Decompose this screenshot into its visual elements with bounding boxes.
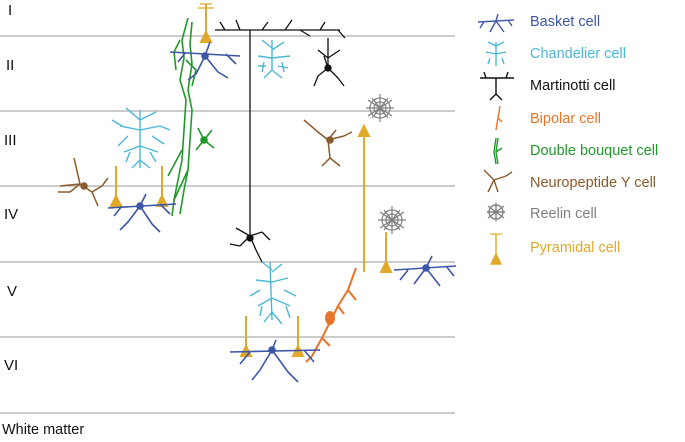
basket-cell-layer-II	[169, 41, 241, 81]
martinotti-cell-main	[215, 19, 346, 263]
martinotti-cell-small	[313, 38, 345, 87]
reelin-cell-layer-III	[366, 94, 394, 122]
basket-cell-icon	[477, 13, 515, 33]
chandelier-cell-layer-V	[249, 261, 297, 325]
legend-icons	[477, 13, 515, 265]
pyramidal-cell-layer-III-tall	[357, 123, 371, 272]
layer-boundaries	[0, 35, 455, 414]
pyramidal-cell-layer-IV-c	[379, 232, 393, 273]
reelin-cell-layer-IV	[378, 206, 406, 234]
reelin-cell-icon	[487, 203, 505, 221]
legend-label-martinotti-cell: Martinotti cell	[530, 78, 616, 94]
layer-label-III: III	[4, 132, 17, 149]
pyramidal-cells	[109, 3, 393, 357]
layer-label-II: II	[6, 57, 15, 74]
martinotti-cell-icon	[480, 71, 514, 101]
double-bouquet-cell-icon	[493, 137, 503, 165]
legend-label-pyramidal-cell: Pyramidal cell	[530, 240, 621, 256]
legend-label-basket-cell: Basket cell	[530, 14, 601, 30]
bipolar-cell-icon	[495, 105, 503, 131]
pyramidal-cell-icon	[489, 233, 503, 265]
layer-label-I: I	[8, 2, 13, 19]
pyramidal-cell-layer-IV-a	[109, 166, 123, 207]
neuropeptide-y-cell-icon	[483, 169, 513, 193]
legend-label-chandelier-cell: Chandelier cell	[530, 46, 626, 62]
neuropeptide-y-cell-layer-IV	[58, 157, 109, 207]
legend-label-double-bouquet-cell: Double bouquet cell	[530, 143, 659, 159]
bipolar-cell	[305, 267, 357, 363]
basket-cell-layer-IV	[107, 193, 177, 233]
pyramidal-cell-layer-VI-a	[239, 316, 253, 357]
layer-label-VI: VI	[4, 357, 19, 374]
legend-label-bipolar-cell: Bipolar cell	[530, 111, 601, 127]
legend-label-neuropeptide-y-cell: Neuropeptide Y cell	[530, 175, 657, 191]
layer-label-V: V	[7, 283, 18, 300]
basket-cell-layer-VI	[229, 339, 321, 383]
pyramidal-cell-layer-I	[198, 3, 214, 43]
legend-label-reelin-cell: Reelin cell	[530, 206, 597, 222]
basket-cell-layer-V	[393, 255, 457, 287]
chandelier-cell-icon	[485, 41, 507, 66]
layer-label-IV: IV	[4, 206, 19, 223]
basket-cells	[107, 41, 457, 383]
chandelier-cell-layer-II	[257, 39, 291, 79]
white-matter-label: White matter	[2, 422, 85, 438]
neuropeptide-y-cell-layer-III	[303, 119, 353, 167]
chandelier-cell-layer-III	[111, 107, 171, 169]
